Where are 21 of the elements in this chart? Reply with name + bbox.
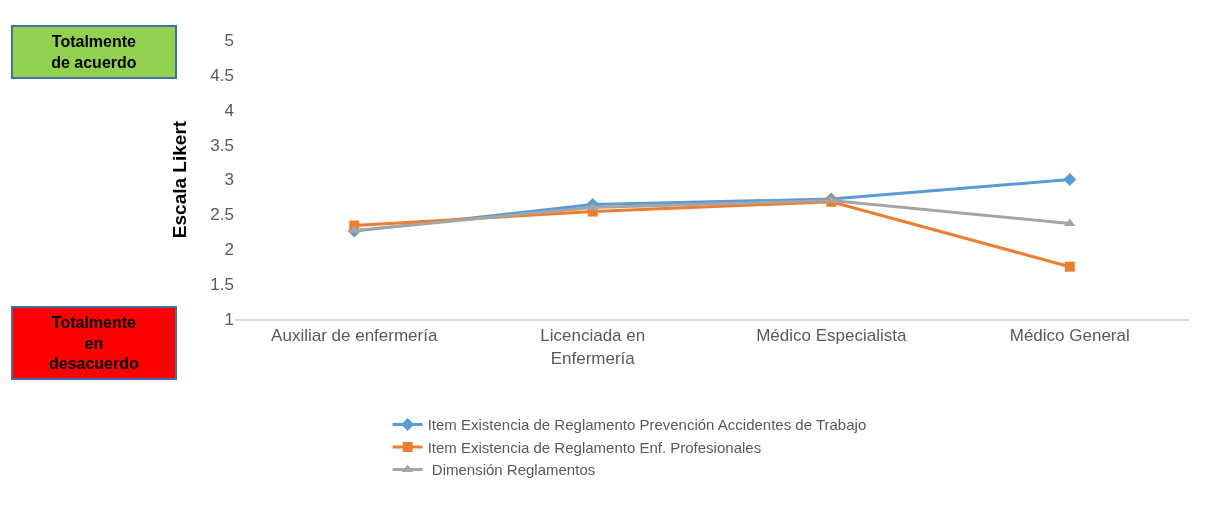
point [1064,261,1075,272]
legend-label: Item Existencia de Reglamento Enf. Profesionales [427,438,762,456]
legend-label: Dimensión Reglamentos [427,461,596,479]
y-tick-label: 3.5 [210,135,234,155]
y-tick-label: 1 [224,309,234,329]
x-tick-label: Auxiliar de enfermería [271,326,438,346]
x-tick-label: Médico General [1009,326,1130,346]
point [1063,173,1077,186]
y-tick-label: 1.5 [210,275,234,295]
y-tick-label: 2 [224,240,234,260]
text: Totalmente de acuerdo [51,33,137,71]
y-tick-label: 4 [224,100,234,120]
y-axis-title: Escala Likert [169,120,191,239]
x-tick-label: Licenciada en Enfermería [540,326,646,368]
y-tick-label: 2.5 [210,205,234,225]
text: Totalmente en desacuerdo [48,313,140,373]
y-tick-label: 3 [224,170,234,190]
y-tick-label: 4.5 [210,65,234,85]
x-tick-label: Médico Especialista [756,326,907,346]
legend-label: Item Existencia de Reglamento Prevención Accidentes de Trabajo [427,416,867,434]
y-tick-label: 5 [224,30,234,50]
